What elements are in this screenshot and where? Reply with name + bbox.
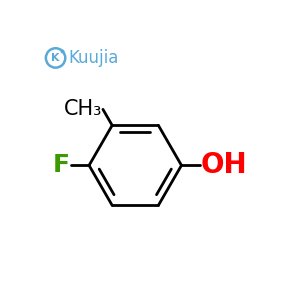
Text: K: K xyxy=(51,53,60,63)
Text: OH: OH xyxy=(201,152,247,179)
Text: F: F xyxy=(53,153,70,177)
Text: CH₃: CH₃ xyxy=(63,99,102,119)
Text: Kuujia: Kuujia xyxy=(69,49,119,67)
